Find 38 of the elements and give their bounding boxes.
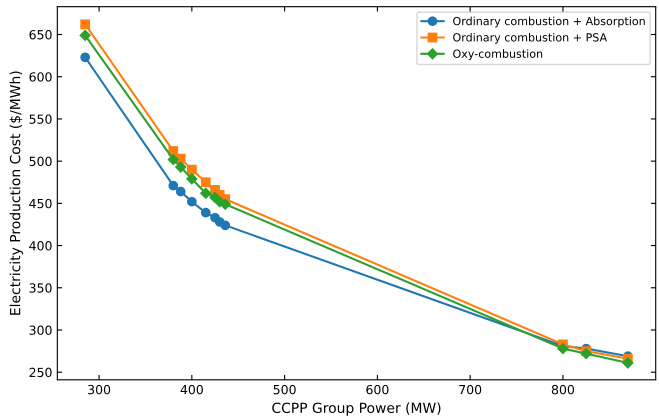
y-tick-label: 350: [30, 283, 52, 293]
point: [80, 30, 91, 41]
y-axis-title: Electricity Production Cost ($/MWh): [10, 71, 24, 315]
point: [186, 173, 198, 184]
point: [186, 164, 197, 174]
y-tick-label: 400: [29, 241, 52, 250]
x-tick-label: 700: [459, 384, 482, 394]
point: [557, 342, 569, 354]
legend-label: Oxy-combustion: [453, 49, 542, 60]
y-tick-label: 250: [30, 368, 52, 378]
point: [200, 177, 211, 188]
legend-label: Ordinary combustion + Absorption: [453, 16, 645, 28]
point: [168, 154, 179, 166]
point: [622, 357, 634, 369]
point: [176, 186, 186, 196]
x-tick-label: 400: [180, 384, 203, 394]
point: [580, 348, 592, 360]
x-tick-label: 300: [88, 384, 110, 394]
point: [168, 180, 178, 190]
y-tick-label: 500: [30, 156, 52, 166]
y-tick-label: 550: [30, 114, 52, 124]
y-tick-label: 300: [30, 325, 52, 335]
y-tick-label: 600: [29, 72, 52, 82]
legend-label: Ordinary combustion + PSA: [453, 32, 608, 44]
point: [175, 161, 186, 173]
x-axis-title: CCPP Group Power (MW): [272, 402, 440, 416]
point: [200, 208, 211, 218]
x-tick-label: 600: [366, 384, 388, 394]
x-tick-label: 800: [552, 384, 574, 394]
x-tick-label: 500: [274, 384, 296, 394]
point: [220, 220, 230, 230]
point: [80, 20, 90, 30]
y-tick-label: 450: [29, 198, 52, 208]
point: [80, 52, 90, 62]
point: [200, 188, 212, 199]
point: [220, 198, 231, 210]
y-tick-label: 650: [29, 30, 52, 40]
point: [186, 196, 197, 207]
